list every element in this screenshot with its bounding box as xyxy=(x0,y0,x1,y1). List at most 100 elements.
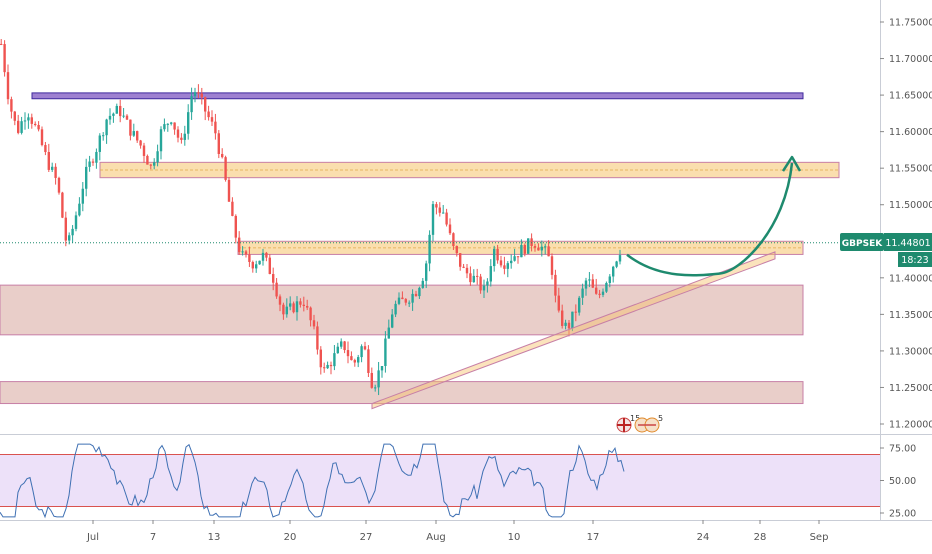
candle-body xyxy=(309,307,312,321)
candle-body xyxy=(363,346,367,350)
candle-body xyxy=(482,285,486,291)
candle-body xyxy=(78,203,81,216)
candle-body xyxy=(340,341,343,347)
candle-body xyxy=(221,153,224,158)
projection-arrowhead xyxy=(781,155,802,172)
candle-body xyxy=(581,288,584,298)
price-tick-label: 11.20000 xyxy=(889,420,932,431)
candle-body xyxy=(210,117,214,122)
ascending-trendline[interactable] xyxy=(371,251,776,410)
candle-body xyxy=(0,43,3,45)
candle-body xyxy=(540,246,543,251)
candle-body xyxy=(207,111,210,118)
candle-body xyxy=(204,97,207,112)
candle-body xyxy=(438,207,441,213)
time-tick-label: Jul xyxy=(86,532,99,543)
price-tick-label: 11.60000 xyxy=(889,127,932,138)
candle-body xyxy=(516,256,520,258)
rsi-tick-label: 75.00 xyxy=(889,444,916,455)
candle-body xyxy=(323,367,326,369)
time-tick-label: Sep xyxy=(810,532,829,543)
candle-body xyxy=(326,364,329,369)
candle-body xyxy=(418,287,421,297)
zone-resistance-top[interactable] xyxy=(31,92,804,100)
candle-body xyxy=(278,296,282,305)
candle-body xyxy=(227,179,231,202)
time-tick-label: 20 xyxy=(284,532,297,543)
candle-body xyxy=(47,152,50,170)
candle-body xyxy=(217,133,220,154)
candle-body xyxy=(71,228,74,236)
candle-body xyxy=(258,260,261,265)
candle-body xyxy=(231,201,234,216)
main-plot-background xyxy=(0,0,880,434)
price-tick-label: 11.65000 xyxy=(889,91,932,102)
last-price-label: 11.44801 xyxy=(885,238,930,249)
candle-body xyxy=(425,263,428,281)
projection-path[interactable] xyxy=(626,162,794,277)
candle-body xyxy=(465,267,469,274)
candle-body xyxy=(23,120,27,122)
candle-body xyxy=(513,256,516,261)
candle-body xyxy=(411,293,414,303)
event-count-2: 5 xyxy=(658,414,663,423)
candle-body xyxy=(544,246,547,248)
candle-body xyxy=(299,301,302,305)
candle-body xyxy=(428,234,431,264)
candle-body xyxy=(176,129,180,138)
candle-body xyxy=(401,297,404,300)
candle-body xyxy=(95,151,98,163)
candle-body xyxy=(452,233,455,247)
candle-body xyxy=(333,353,336,367)
candle-body xyxy=(282,304,285,315)
candle-body xyxy=(608,276,611,283)
candles-layer xyxy=(0,39,622,396)
candle-body xyxy=(408,302,411,304)
candle-body xyxy=(61,192,64,218)
candle-body xyxy=(13,111,16,121)
zone-demand-upper[interactable] xyxy=(0,284,804,336)
candle-body xyxy=(153,162,156,166)
candle-body xyxy=(10,99,13,112)
candle-body xyxy=(292,303,295,313)
time-tick-label: Aug xyxy=(426,532,446,543)
candle-body xyxy=(584,280,588,289)
candle-body xyxy=(374,387,377,389)
candle-body xyxy=(605,282,608,292)
candle-body xyxy=(54,166,57,178)
candle-body xyxy=(37,124,40,130)
candle-body xyxy=(588,279,591,281)
candle-body xyxy=(595,287,598,294)
event-markers[interactable]: 15 5 xyxy=(616,414,663,433)
candle-body xyxy=(618,255,622,262)
candle-body xyxy=(74,215,78,229)
candle-body xyxy=(275,282,278,297)
candle-body xyxy=(380,366,384,371)
candle-body xyxy=(34,123,37,125)
countdown-label: 18:23 xyxy=(901,255,928,266)
candle-body xyxy=(353,360,356,363)
candle-body xyxy=(435,204,438,208)
candle-body xyxy=(387,327,390,339)
candle-body xyxy=(51,166,54,170)
candle-body xyxy=(163,124,166,130)
candle-body xyxy=(499,260,503,266)
candle-body xyxy=(17,120,20,133)
candle-body xyxy=(136,131,139,141)
candle-body xyxy=(445,212,448,225)
candle-body xyxy=(142,145,146,156)
candle-body xyxy=(370,372,373,388)
candle-body xyxy=(510,260,513,264)
time-tick-label: 13 xyxy=(208,532,221,543)
candle-body xyxy=(520,245,523,258)
candle-body xyxy=(105,119,108,136)
candle-body xyxy=(567,322,571,329)
candle-body xyxy=(156,151,159,163)
candle-body xyxy=(421,280,424,288)
candle-body xyxy=(357,357,360,363)
rsi-line xyxy=(0,443,625,519)
candle-body xyxy=(248,254,251,262)
candle-body xyxy=(391,314,394,328)
